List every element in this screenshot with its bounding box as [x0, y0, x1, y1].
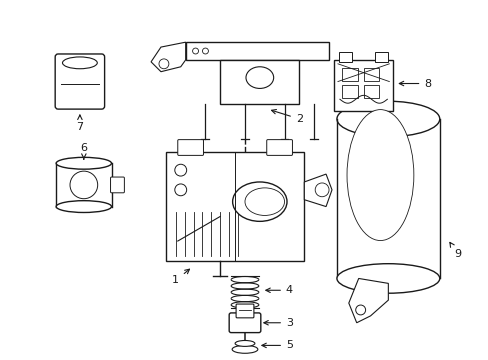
FancyBboxPatch shape — [165, 152, 304, 261]
Ellipse shape — [232, 345, 257, 353]
Ellipse shape — [245, 67, 273, 89]
Text: 2: 2 — [271, 109, 302, 124]
FancyBboxPatch shape — [178, 140, 203, 156]
FancyBboxPatch shape — [341, 68, 357, 81]
Text: 1: 1 — [172, 269, 189, 285]
Ellipse shape — [235, 341, 254, 346]
Circle shape — [355, 305, 365, 315]
FancyBboxPatch shape — [338, 52, 351, 62]
FancyBboxPatch shape — [363, 68, 379, 81]
Text: 7: 7 — [76, 115, 83, 132]
FancyBboxPatch shape — [55, 54, 104, 109]
Circle shape — [192, 48, 198, 54]
Ellipse shape — [232, 182, 286, 221]
Polygon shape — [348, 278, 387, 323]
FancyBboxPatch shape — [110, 177, 124, 193]
Text: 9: 9 — [449, 242, 460, 259]
Ellipse shape — [62, 57, 97, 69]
Ellipse shape — [336, 101, 439, 137]
Polygon shape — [304, 174, 331, 207]
Ellipse shape — [56, 201, 111, 212]
FancyBboxPatch shape — [333, 60, 392, 111]
Ellipse shape — [336, 264, 439, 293]
FancyBboxPatch shape — [220, 60, 299, 104]
FancyBboxPatch shape — [363, 85, 379, 98]
Ellipse shape — [346, 109, 413, 240]
FancyBboxPatch shape — [341, 85, 357, 98]
Circle shape — [70, 171, 98, 199]
Circle shape — [174, 164, 186, 176]
FancyBboxPatch shape — [266, 140, 292, 156]
Circle shape — [202, 48, 208, 54]
Ellipse shape — [244, 188, 284, 215]
FancyBboxPatch shape — [185, 42, 328, 60]
Ellipse shape — [56, 157, 111, 169]
Text: 6: 6 — [80, 144, 87, 159]
Text: 8: 8 — [399, 78, 430, 89]
Circle shape — [159, 59, 168, 69]
FancyBboxPatch shape — [375, 52, 387, 62]
Text: 5: 5 — [262, 341, 292, 350]
FancyBboxPatch shape — [236, 304, 253, 318]
Text: 3: 3 — [264, 318, 292, 328]
Circle shape — [315, 183, 328, 197]
Text: 4: 4 — [265, 285, 292, 295]
Polygon shape — [151, 42, 185, 72]
FancyBboxPatch shape — [229, 313, 260, 333]
Circle shape — [174, 184, 186, 196]
